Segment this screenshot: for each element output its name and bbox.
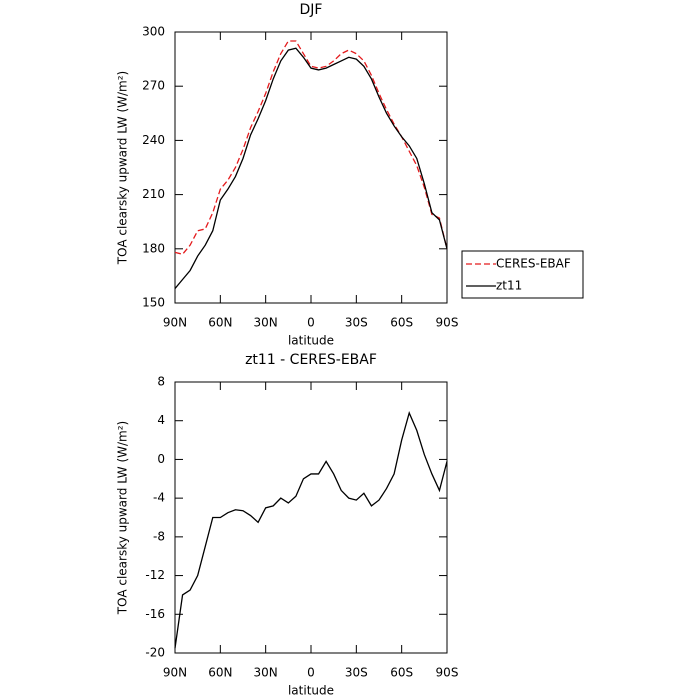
x-tick-label: 90S xyxy=(436,666,459,680)
y-tick-label: -12 xyxy=(145,568,165,582)
y-tick-label: -16 xyxy=(145,607,165,621)
plot-frame xyxy=(174,31,448,304)
y-tick-label: -4 xyxy=(153,491,165,505)
y-tick-label: -20 xyxy=(145,646,165,660)
y-tick-label: 8 xyxy=(157,375,165,389)
x-tick-label: 90N xyxy=(163,316,187,330)
chart-title: DJF xyxy=(300,2,323,18)
x-tick-label: 60S xyxy=(390,666,413,680)
y-tick-label: 0 xyxy=(157,452,165,466)
legend-label: CERES-EBAF xyxy=(496,257,571,271)
x-tick-label: 90N xyxy=(163,666,187,680)
y-axis-label: TOA clearsky upward LW (W/m²) xyxy=(116,421,130,615)
x-tick-label: 60N xyxy=(208,316,232,330)
y-tick-label: 240 xyxy=(142,133,165,147)
series-line xyxy=(174,40,448,255)
y-tick-label: 4 xyxy=(157,413,165,427)
x-tick-label: 60N xyxy=(208,666,232,680)
y-tick-label: 210 xyxy=(142,187,165,201)
legend-box xyxy=(461,250,584,299)
x-axis-label: latitude xyxy=(288,334,334,348)
y-tick-label: 180 xyxy=(142,241,165,255)
y-tick-label: 300 xyxy=(142,25,165,39)
x-tick-label: 60S xyxy=(390,316,413,330)
y-tick-label: -8 xyxy=(153,529,165,543)
x-tick-label: 30S xyxy=(345,316,368,330)
x-axis-label: latitude xyxy=(288,684,334,698)
y-tick-label: 270 xyxy=(142,79,165,93)
x-tick-label: 0 xyxy=(307,666,315,680)
x-tick-label: 30S xyxy=(345,666,368,680)
x-tick-label: 30N xyxy=(254,316,278,330)
x-tick-label: 0 xyxy=(307,316,315,330)
x-tick-label: 90S xyxy=(436,316,459,330)
legend-label: zt11 xyxy=(496,279,522,293)
series-line xyxy=(174,411,448,649)
x-tick-label: 30N xyxy=(254,666,278,680)
chart-title: zt11 - CERES-EBAF xyxy=(245,352,377,368)
y-tick-label: 150 xyxy=(142,296,165,310)
series-line xyxy=(174,47,448,289)
y-axis-label: TOA clearsky upward LW (W/m²) xyxy=(116,71,130,265)
